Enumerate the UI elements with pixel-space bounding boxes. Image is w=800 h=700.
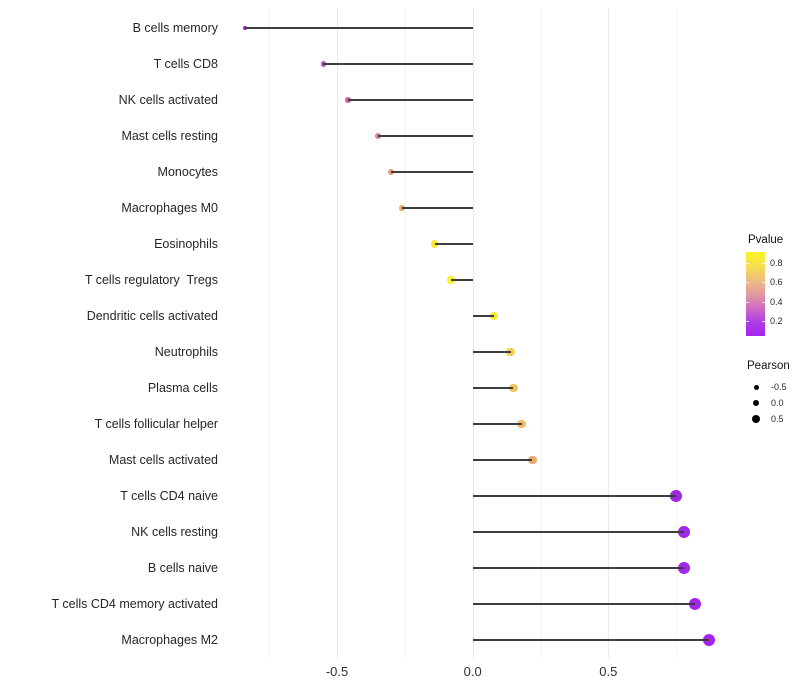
data-point-dot [509,383,518,393]
lollipop-stem [472,351,511,353]
colorbar-tick-notch [762,263,765,264]
y-axis-category-label: T cells CD4 naive [120,489,218,503]
minor-gridline [540,8,542,658]
data-point-dot [678,526,691,538]
y-axis-category-label: B cells naive [147,561,218,575]
minor-gridline [404,8,406,658]
lollipop-stem [472,639,709,641]
pvalue-colorbar-tick-label: 0.2 [770,316,783,326]
y-axis-category-label: Eosinophils [154,237,218,251]
pvalue-colorbar-tick-label: 0.6 [770,277,783,287]
y-axis-category-label: Mast cells resting [121,129,218,143]
pearson-size-key-dot-medium [752,399,760,407]
lollipop-stem [472,423,522,425]
y-axis-category-label: B cells memory [132,21,218,35]
pvalue-colorbar-tick-label: 0.4 [770,297,783,307]
data-point-dot [527,455,537,465]
colorbar-tick-notch [746,263,749,264]
y-axis-category-label: Plasma cells [147,381,218,395]
pvalue-colorbar-gradient [746,252,765,336]
x-axis-tick-label: 0.5 [599,664,618,679]
pearson-size-key-dot-large [752,415,760,423]
pearson-size-key-label: 0.0 [771,398,784,408]
data-point-dot [689,598,702,610]
y-axis-category-label: Macrophages M0 [121,201,218,215]
data-point-dot [506,347,515,357]
lollipop-stem [244,27,473,29]
colorbar-tick-notch [746,321,749,322]
y-axis-category-label: T cells regulatory Tregs [84,273,218,287]
lollipop-stem [434,243,473,245]
pearson-size-key-label: -0.5 [771,382,787,392]
lollipop-stem [472,387,514,389]
data-point-dot [702,633,715,647]
data-point-dot [678,562,691,574]
lollipop-stem [472,459,533,461]
y-axis-category-label: Mast cells activated [108,453,218,467]
pvalue-colorbar-tick-label: 0.8 [770,258,783,268]
data-point-dot [490,311,499,321]
x-axis-tick-label: -0.5 [325,664,349,679]
lollipop-stem [472,315,495,317]
lollipop-stem [472,531,685,533]
colorbar-tick-notch [762,282,765,283]
pearson-size-key-dot-small [753,384,759,390]
y-axis-category-label: Neutrophils [154,345,218,359]
lollipop-stem [347,99,473,101]
y-axis-category-label: T cells CD8 [153,57,218,71]
x-axis-tick-label: 0.0 [463,664,482,679]
colorbar-tick-notch [746,302,749,303]
y-axis-category-label: Dendritic cells activated [86,309,218,323]
lollipop-stem [377,135,473,137]
y-axis-category-label: NK cells activated [118,93,218,107]
lollipop-stem [472,495,677,497]
minor-gridline [676,8,678,658]
y-axis-category-label: Macrophages M2 [121,633,218,647]
y-axis-category-label: Monocytes [157,165,218,179]
lollipop-stem [472,603,696,605]
major-gridline [472,8,474,658]
y-axis-category-label: T cells CD4 memory activated [51,597,219,611]
major-gridline [337,8,339,658]
data-point-dot [447,276,455,284]
data-point-dot [670,490,682,502]
y-axis-category-label: T cells follicular helper [94,417,218,431]
pearson-legend-title: Pearson [747,360,790,372]
major-gridline [608,8,610,658]
y-axis-category-label: NK cells resting [131,525,218,539]
colorbar-tick-notch [762,321,765,322]
pvalue-legend-title: Pvalue [748,234,784,246]
colorbar-tick-notch [746,282,749,283]
data-point-dot [517,419,526,429]
data-point-dot [320,61,326,67]
lollipop-stem [402,207,473,209]
lollipop-stem [391,171,473,173]
pearson-size-key-label: 0.5 [771,414,784,424]
lollipop-stem [323,63,473,65]
minor-gridline [269,8,271,658]
lollipop-stem [472,567,685,569]
lollipop-stem [450,279,473,281]
colorbar-tick-notch [762,302,765,303]
